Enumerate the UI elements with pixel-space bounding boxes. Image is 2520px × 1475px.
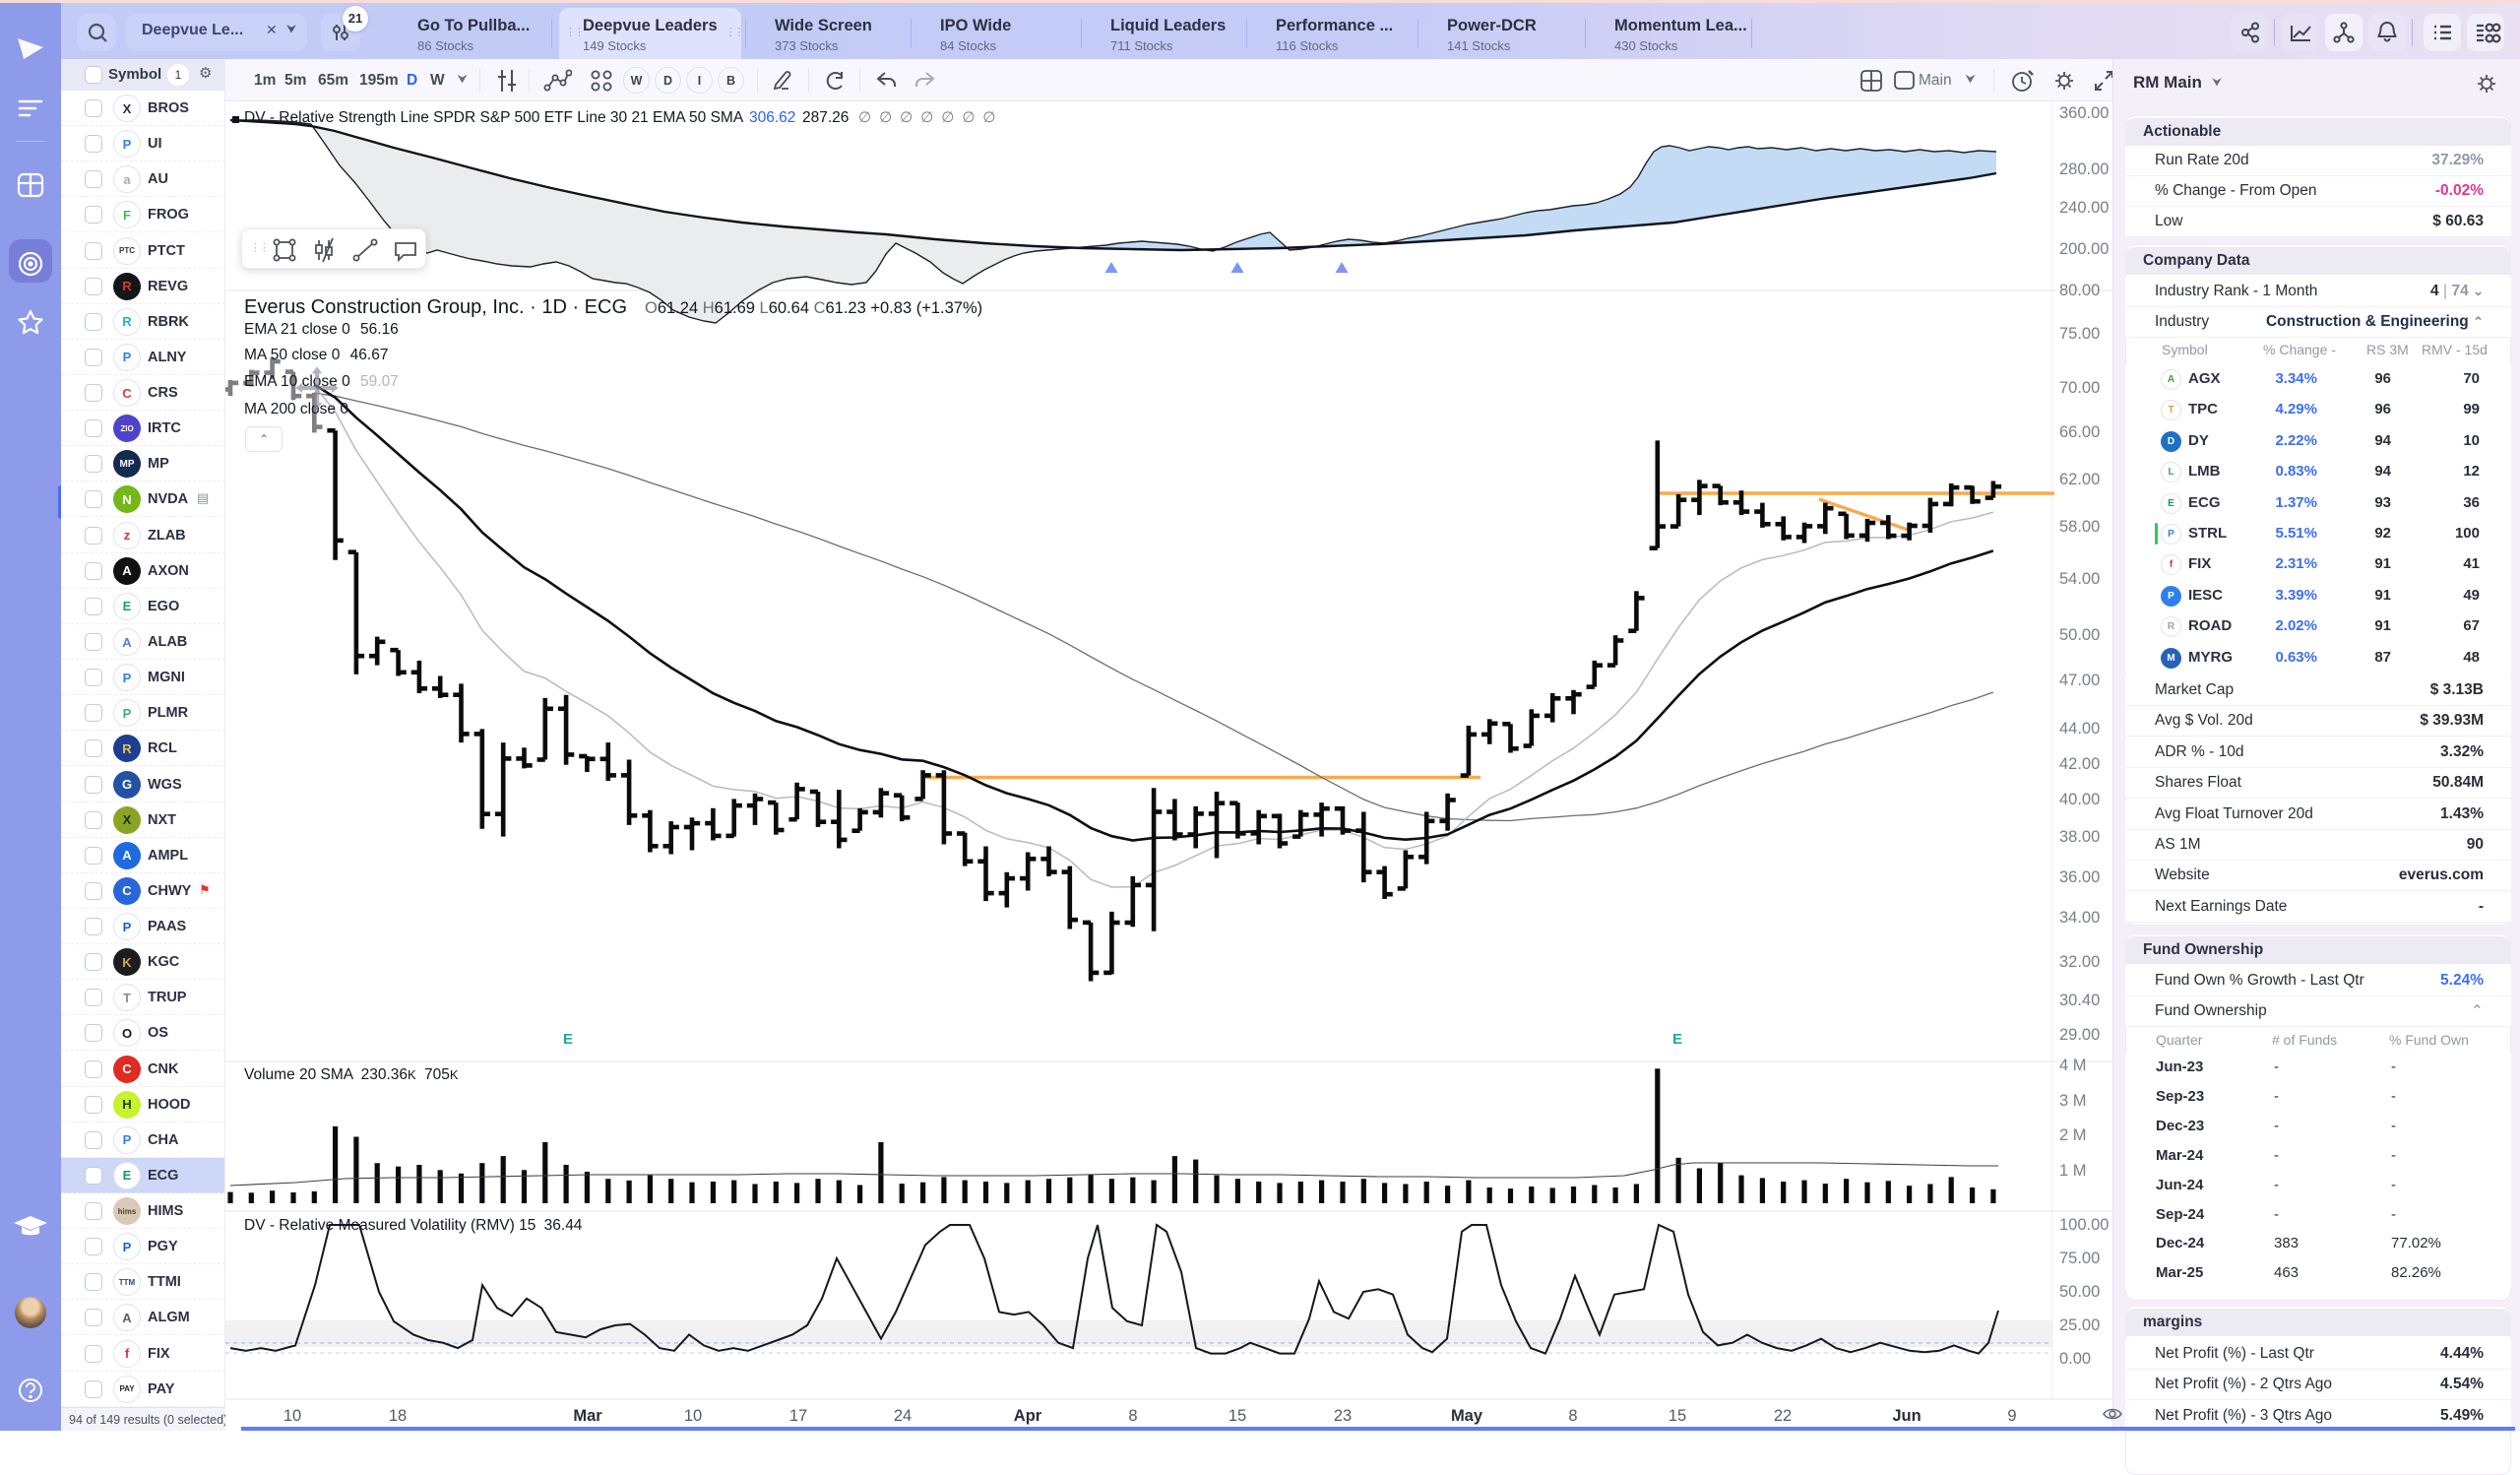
svg-text:8: 8 <box>1128 1407 1137 1425</box>
svg-text:10: 10 <box>284 1407 301 1425</box>
svg-text:25.00: 25.00 <box>2059 1316 2100 1334</box>
svg-text:30.40: 30.40 <box>2059 992 2100 1009</box>
svg-text:58.00: 58.00 <box>2059 518 2100 536</box>
svg-text:47.00: 47.00 <box>2059 672 2100 689</box>
svg-text:Volume 20 SMA 230.36K 705K: Volume 20 SMA 230.36K 705K <box>244 1066 459 1083</box>
svg-text:32.00: 32.00 <box>2059 953 2100 971</box>
svg-text:∅∅∅∅∅∅∅: ∅∅∅∅∅∅∅ <box>858 109 1003 126</box>
svg-text:50.00: 50.00 <box>2059 626 2100 644</box>
svg-text:24: 24 <box>894 1407 912 1425</box>
svg-text:Apr: Apr <box>1014 1407 1042 1425</box>
svg-text:36.00: 36.00 <box>2059 868 2100 886</box>
svg-text:Jun: Jun <box>1892 1407 1921 1425</box>
svg-text:29.00: 29.00 <box>2059 1026 2100 1044</box>
svg-text:Everus Construction Group, Inc: Everus Construction Group, Inc. · 1D · E… <box>244 296 627 318</box>
svg-text:15: 15 <box>1228 1407 1246 1425</box>
svg-text:75.00: 75.00 <box>2059 1250 2100 1267</box>
svg-text:200.00: 200.00 <box>2059 240 2109 258</box>
svg-text:DV - Relative Strength Line SP: DV - Relative Strength Line SPDR S&P 500… <box>244 109 744 126</box>
svg-text:15: 15 <box>1669 1407 1686 1425</box>
svg-text:44.00: 44.00 <box>2059 720 2100 738</box>
svg-text:360.00: 360.00 <box>2059 104 2109 122</box>
svg-text:4 M: 4 M <box>2059 1057 2087 1074</box>
svg-text:10: 10 <box>684 1407 702 1425</box>
svg-text:62.00: 62.00 <box>2059 471 2100 488</box>
svg-text:MA 200 close 0: MA 200 close 0 <box>244 401 348 417</box>
svg-text:O61.24 H61.69 L60.64 C61.23 +0: O61.24 H61.69 L60.64 C61.23 +0.83 (+1.37… <box>645 299 982 317</box>
svg-text:EMA 10 close 0 59.07: EMA 10 close 0 59.07 <box>244 373 399 390</box>
svg-text:50.00: 50.00 <box>2059 1283 2100 1301</box>
svg-text:3 M: 3 M <box>2059 1092 2087 1110</box>
svg-text:23: 23 <box>1334 1407 1352 1425</box>
svg-text:240.00: 240.00 <box>2059 199 2109 217</box>
svg-text:75.00: 75.00 <box>2059 325 2100 343</box>
svg-text:38.00: 38.00 <box>2059 828 2100 846</box>
svg-text:9: 9 <box>2007 1407 2016 1425</box>
svg-text:EMA 21 close 0 56.16: EMA 21 close 0 56.16 <box>244 321 399 338</box>
svg-text:May: May <box>1451 1407 1483 1425</box>
svg-text:18: 18 <box>389 1407 407 1425</box>
svg-text:Mar: Mar <box>573 1407 602 1425</box>
svg-text:8: 8 <box>1568 1407 1577 1425</box>
svg-text:MA 50 close 0 46.67: MA 50 close 0 46.67 <box>244 347 388 363</box>
svg-text:40.00: 40.00 <box>2059 791 2100 808</box>
svg-text:100.00: 100.00 <box>2059 1216 2109 1234</box>
svg-text:1 M: 1 M <box>2059 1162 2087 1180</box>
svg-text:E: E <box>1672 1031 1682 1048</box>
svg-text:66.00: 66.00 <box>2059 423 2100 441</box>
svg-text:34.00: 34.00 <box>2059 909 2100 927</box>
svg-text:54.00: 54.00 <box>2059 570 2100 588</box>
svg-text:42.00: 42.00 <box>2059 755 2100 773</box>
svg-text:17: 17 <box>789 1407 807 1425</box>
svg-text:80.00: 80.00 <box>2059 282 2100 299</box>
svg-text:DV - Relative Measured Volatil: DV - Relative Measured Volatility (RMV) … <box>244 1217 583 1234</box>
svg-text:E: E <box>563 1031 573 1048</box>
svg-text:280.00: 280.00 <box>2059 160 2109 178</box>
svg-text:2 M: 2 M <box>2059 1126 2087 1144</box>
svg-text:70.00: 70.00 <box>2059 379 2100 397</box>
svg-text:287.26: 287.26 <box>802 109 849 126</box>
svg-text:306.62: 306.62 <box>749 109 795 126</box>
svg-text:0.00: 0.00 <box>2059 1350 2091 1368</box>
svg-text:22: 22 <box>1774 1407 1792 1425</box>
